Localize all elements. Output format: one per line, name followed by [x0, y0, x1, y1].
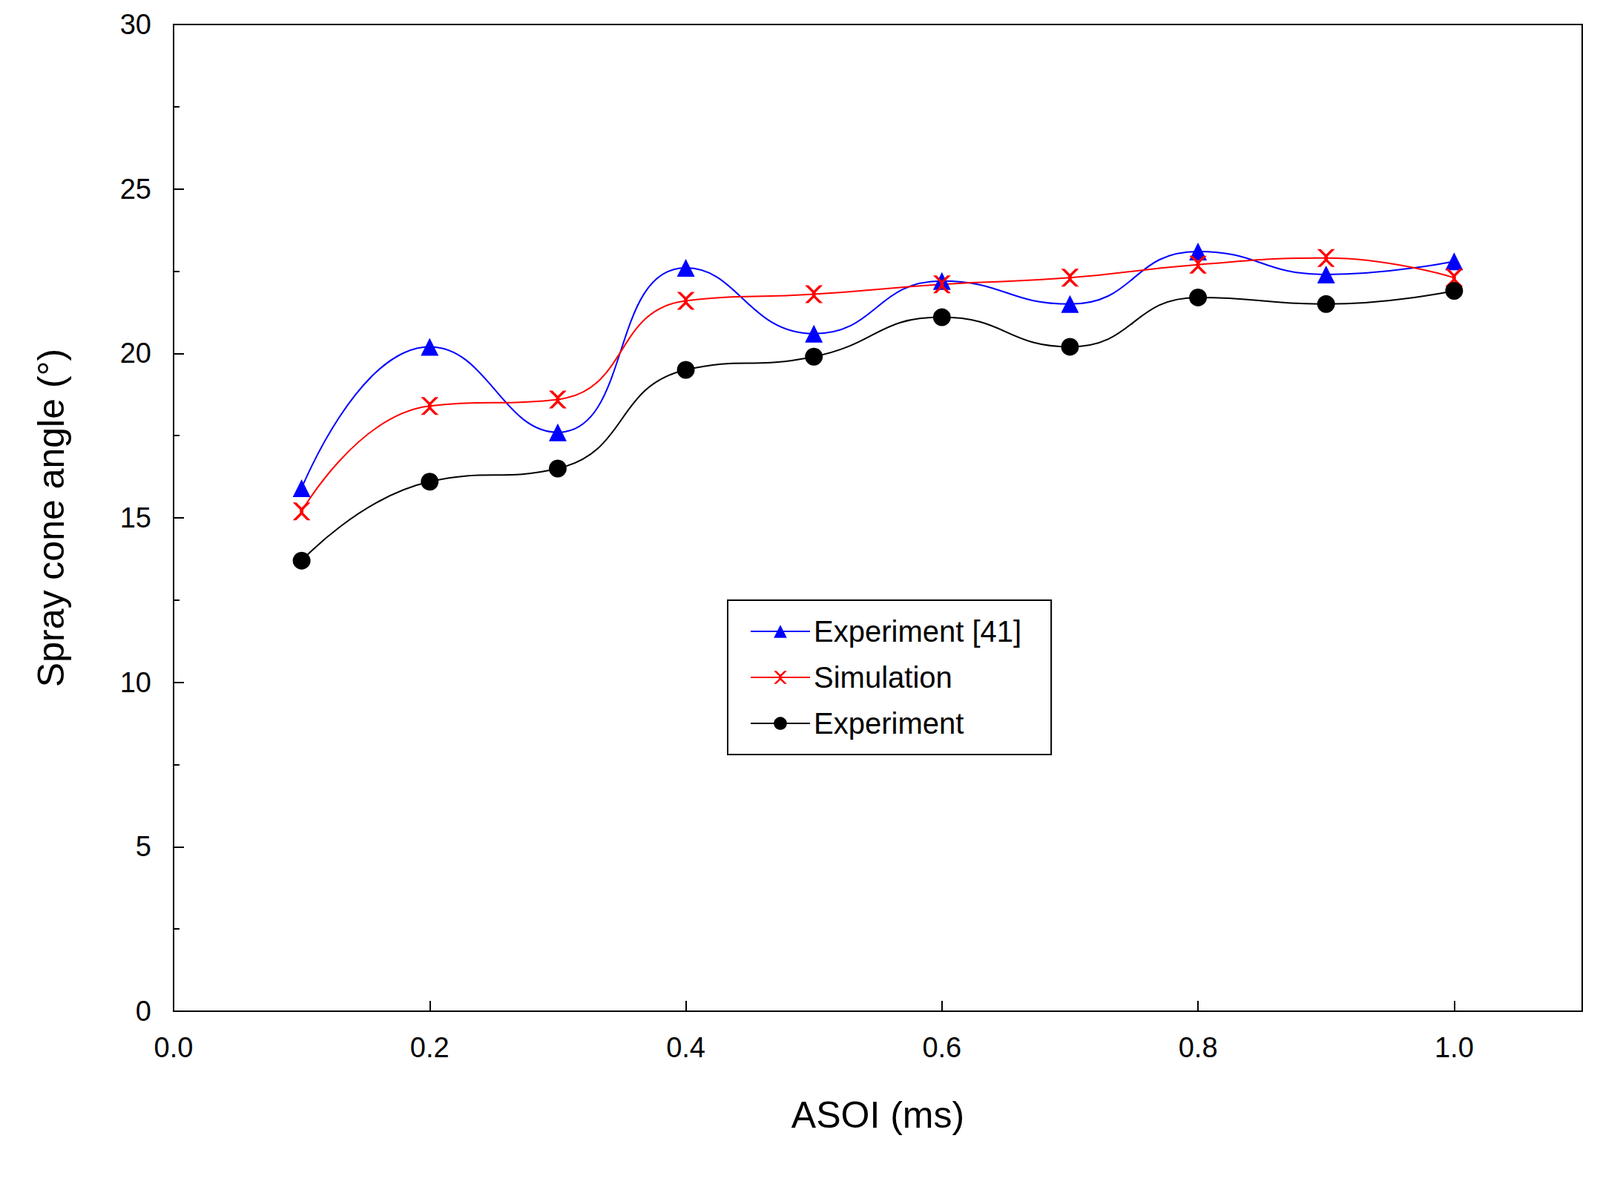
svg-text:15: 15	[120, 502, 152, 534]
svg-text:0.8: 0.8	[1178, 1031, 1218, 1063]
svg-text:1.0: 1.0	[1434, 1031, 1474, 1063]
svg-text:0: 0	[135, 995, 152, 1027]
svg-text:Simulation: Simulation	[813, 660, 953, 694]
svg-text:30: 30	[120, 8, 152, 41]
svg-text:0.6: 0.6	[922, 1031, 962, 1063]
svg-text:5: 5	[135, 830, 152, 862]
svg-text:Experiment [41]: Experiment [41]	[813, 614, 1022, 648]
svg-text:25: 25	[120, 173, 152, 205]
svg-text:0.4: 0.4	[666, 1031, 706, 1063]
svg-text:Spray cone angle (°): Spray cone angle (°)	[30, 348, 72, 687]
svg-text:20: 20	[120, 337, 152, 369]
svg-text:0.0: 0.0	[154, 1031, 194, 1063]
svg-text:10: 10	[120, 666, 152, 699]
svg-text:ASOI (ms): ASOI (ms)	[791, 1094, 965, 1136]
svg-text:Experiment: Experiment	[813, 706, 964, 740]
svg-text:0.2: 0.2	[410, 1031, 450, 1063]
